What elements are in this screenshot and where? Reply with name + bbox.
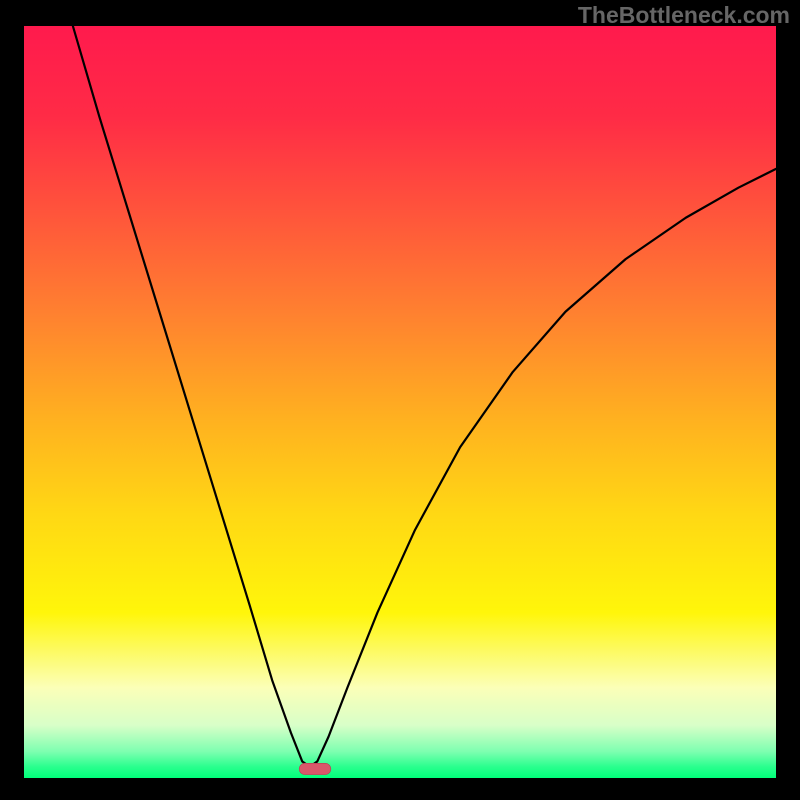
bottleneck-chart-svg [0,0,800,800]
chart-container: TheBottleneck.com [0,0,800,800]
optimum-marker [299,763,331,774]
watermark-text: TheBottleneck.com [578,2,790,29]
plot-background [24,26,776,778]
